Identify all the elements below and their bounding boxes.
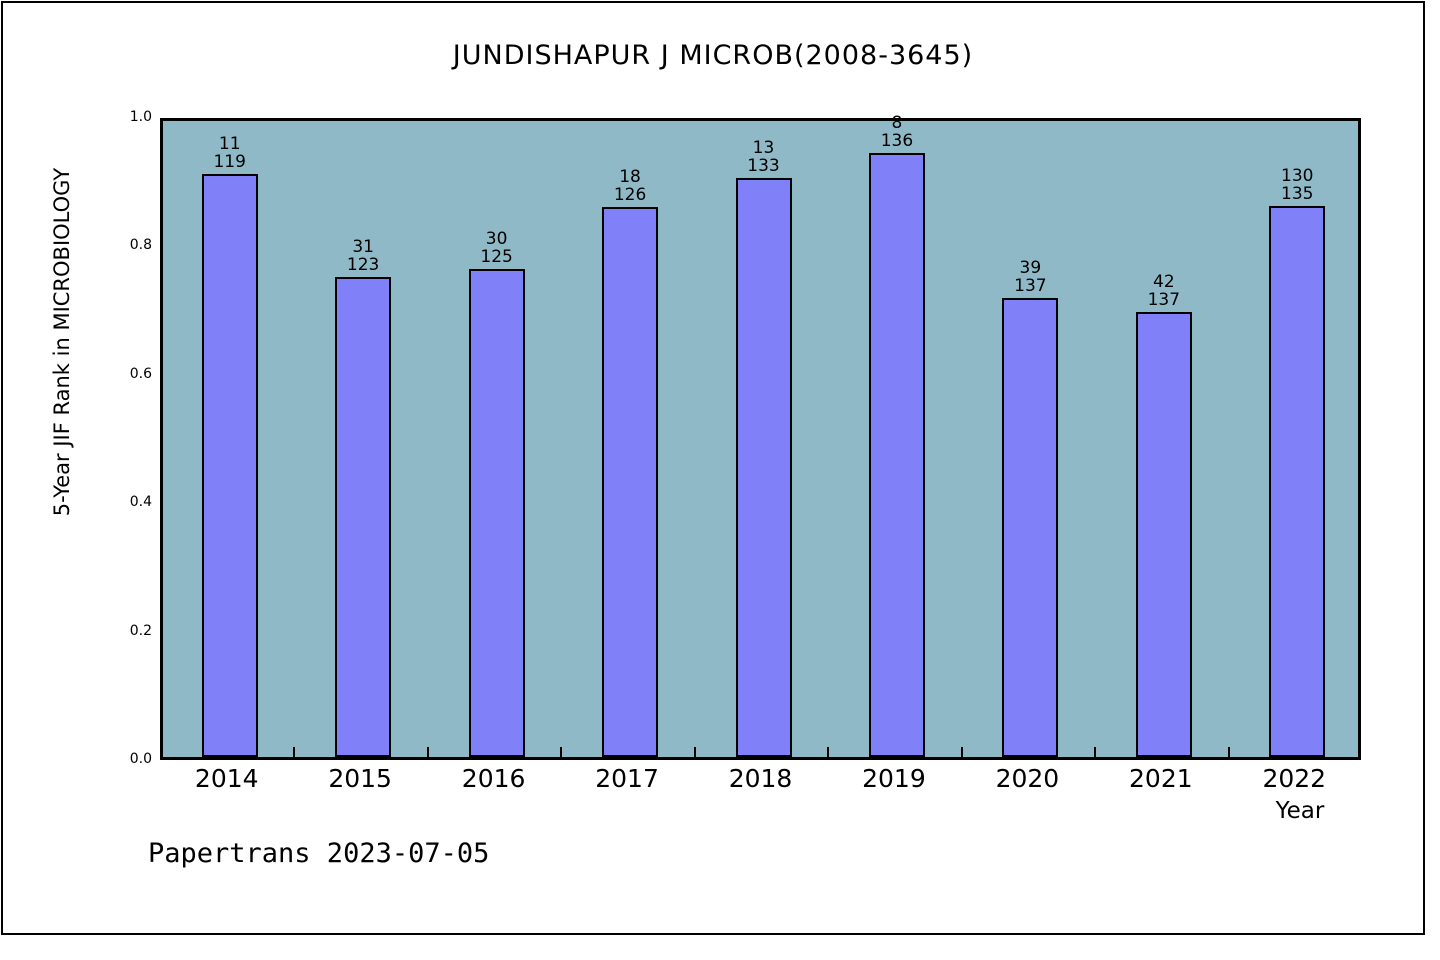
bar-2020 (1002, 297, 1059, 757)
bar-rank-2022: 130 (1281, 165, 1314, 186)
bar-rank-2016: 30 (485, 229, 508, 250)
bar-total-2018: 133 (747, 155, 780, 176)
bar-label-2019: 8 136 (837, 114, 957, 150)
y-axis-title: 5-Year JIF Rank in MICROBIOLOGY (50, 167, 74, 517)
bar-rank-2014: 11 (218, 134, 241, 155)
x-tick-label-2015: 2015 (328, 764, 392, 793)
bar-label-2018: 13 133 (704, 139, 824, 175)
bars-layer: 11 119 31 123 30 125 18 126 13 133 8 136 39 137 42 137 1… (163, 114, 1358, 757)
bar-label-2014: 11 119 (170, 135, 290, 171)
x-tick-label-2018: 2018 (728, 764, 793, 793)
bar-2022 (1269, 205, 1326, 757)
chart-title: JUNDISHAPUR J MICROB(2008-3645) (452, 40, 974, 71)
x-tick-label-2014: 2014 (194, 764, 259, 793)
x-tick-mark-4 (827, 747, 830, 758)
bar-total-2016: 125 (480, 247, 513, 268)
x-tick-mark-7 (1227, 747, 1230, 758)
y-tick-label-0.4: 0.4 (129, 494, 152, 511)
x-tick-label-2019: 2019 (862, 764, 926, 793)
x-tick-label-2022: 2022 (1262, 764, 1327, 793)
bar-rank-2021: 42 (1153, 272, 1175, 293)
x-tick-label-2021: 2021 (1129, 764, 1193, 793)
bar-total-2017: 126 (613, 184, 647, 205)
bar-rank-2018: 13 (752, 137, 775, 158)
y-axis-tick-labels: 0.0 0.2 0.4 0.6 0.8 1.0 (100, 109, 152, 767)
x-tick-label-2016: 2016 (461, 764, 526, 793)
bar-total-2015: 123 (346, 254, 380, 275)
x-tick-label-2020: 2020 (995, 764, 1060, 793)
bar-rank-2020: 39 (1019, 257, 1042, 278)
x-tick-mark-2 (560, 747, 563, 758)
x-tick-mark-6 (1094, 747, 1097, 758)
bar-total-2022: 135 (1281, 183, 1314, 204)
y-tick-label-0.2: 0.2 (129, 622, 152, 639)
bar-2021 (1135, 312, 1192, 757)
bar-total-2020: 137 (1014, 275, 1047, 296)
x-tick-mark-1 (426, 747, 429, 758)
bar-2018 (735, 177, 792, 757)
bar-label-2020: 39 137 (970, 259, 1090, 295)
x-tick-mark-0 (293, 747, 296, 758)
bar-label-2015: 31 123 (303, 238, 423, 274)
y-tick-label-0.0: 0.0 (129, 751, 152, 767)
x-axis-tick-labels: 2014 2015 2016 2017 2018 2019 2020 2021 2022 (160, 764, 1361, 798)
y-tick-label-0.6: 0.6 (129, 365, 152, 382)
x-axis-tick-marks (160, 747, 1361, 761)
bar-2017 (602, 206, 659, 757)
bar-label-2021: 42 137 (1104, 273, 1224, 309)
bar-label-2017: 18 126 (570, 168, 690, 204)
bar-2015 (335, 276, 392, 757)
bar-2019 (868, 152, 925, 757)
y-tick-label-0.8: 0.8 (129, 237, 152, 254)
bar-rank-2017: 18 (619, 166, 641, 187)
bar-2016 (468, 269, 525, 757)
y-tick-label-1.0: 1.0 (129, 109, 152, 125)
footer-note: Papertrans 2023-07-05 (148, 838, 490, 869)
plot-area: 11 119 31 123 30 125 18 126 13 133 8 136 39 137 42 137 1… (160, 114, 1361, 760)
bar-label-2022: 130 135 (1237, 167, 1357, 203)
x-tick-label-2017: 2017 (595, 764, 659, 793)
bar-label-2016: 30 125 (437, 230, 557, 266)
bar-total-2021: 137 (1147, 290, 1181, 311)
x-tick-mark-3 (693, 747, 696, 758)
bar-2014 (201, 174, 258, 757)
bar-total-2014: 119 (213, 152, 246, 173)
bar-total-2019: 136 (880, 130, 914, 151)
x-axis-title: Year (1275, 798, 1325, 824)
x-tick-mark-5 (960, 747, 963, 758)
bar-rank-2015: 31 (352, 236, 374, 257)
